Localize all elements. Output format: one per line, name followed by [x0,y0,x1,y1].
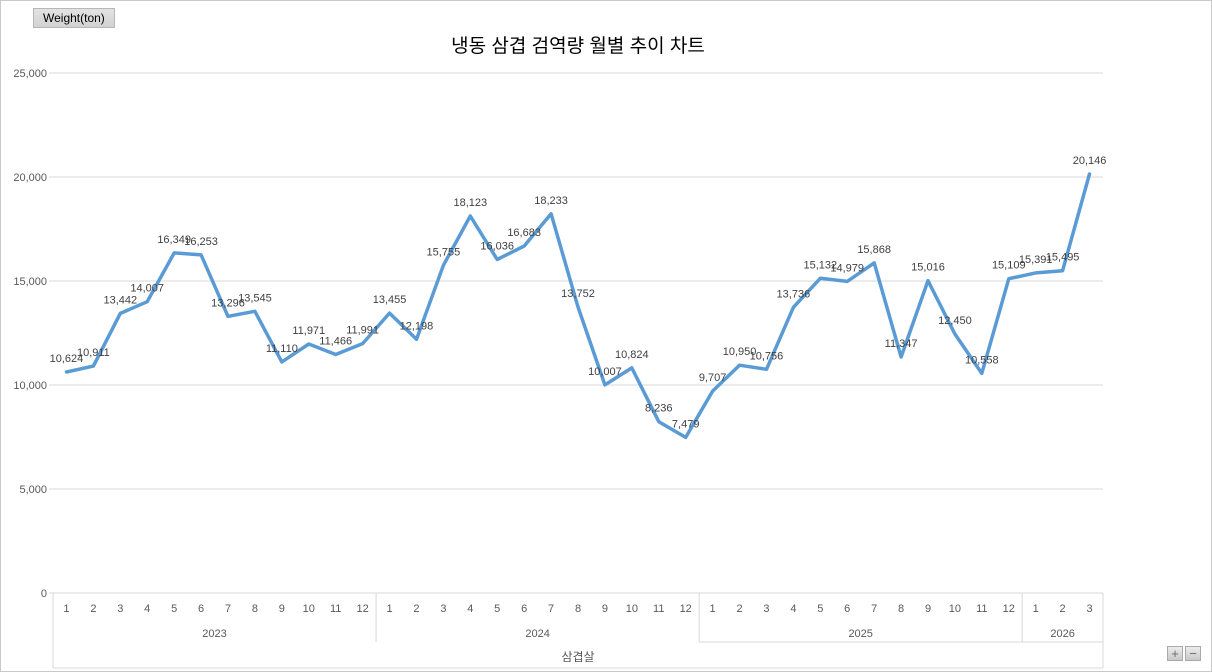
month-tick-label: 12 [356,603,368,615]
month-tick-label: 9 [602,603,608,615]
data-point-label: 15,868 [857,244,891,256]
data-point-label: 15,495 [1046,252,1080,264]
collapse-minus-button[interactable]: − [1185,646,1201,661]
month-tick-label: 9 [279,603,285,615]
data-point-label: 18,123 [453,197,487,209]
month-tick-label: 11 [976,603,987,615]
data-point-label: 13,442 [103,294,137,306]
month-tick-label: 6 [844,603,850,615]
month-tick-label: 5 [171,603,177,615]
data-point-label: 16,349 [157,234,191,246]
data-point-label: 10,624 [50,353,84,365]
data-point-label: 11,466 [319,336,352,348]
x-axis-title: 삼겹살 [561,650,595,664]
y-tick-label: 20,000 [13,172,47,184]
y-tick-label: 10,000 [13,380,47,392]
month-tick-label: 12 [1003,603,1015,615]
data-point-label: 11,991 [346,325,379,337]
month-tick-label: 4 [790,603,796,615]
month-tick-label: 8 [898,603,904,615]
month-tick-label: 5 [817,603,823,615]
month-tick-label: 9 [925,603,931,615]
month-tick-label: 3 [1086,603,1092,615]
data-point-label: 12,198 [400,320,434,332]
data-point-label: 11,110 [266,343,298,355]
data-point-label: 13,296 [211,297,245,309]
month-tick-label: 3 [763,603,769,615]
month-tick-label: 7 [225,603,231,615]
data-point-label: 13,455 [373,294,407,306]
data-point-label: 15,755 [427,246,461,258]
month-tick-label: 7 [548,603,554,615]
data-point-label: 11,971 [292,325,325,337]
month-tick-label: 8 [575,603,581,615]
data-point-label: 15,391 [1019,254,1053,266]
data-point-label: 15,016 [911,262,945,274]
data-point-label: 18,233 [534,195,568,207]
data-point-label: 10,824 [615,349,649,361]
month-tick-label: 11 [330,603,341,615]
data-point-label: 16,253 [184,236,218,248]
y-tick-label: 5,000 [19,484,47,496]
data-point-label: 12,450 [938,315,972,327]
data-point-label: 10,911 [77,347,110,359]
data-point-label: 14,007 [130,283,164,295]
data-point-label: 7,479 [672,418,700,430]
month-tick-label: 2 [736,603,742,615]
y-tick-label: 0 [41,588,47,600]
month-tick-label: 2 [1060,603,1066,615]
month-tick-label: 1 [63,603,69,615]
month-tick-label: 7 [871,603,877,615]
month-tick-label: 1 [1033,603,1039,615]
month-tick-label: 4 [144,603,150,615]
month-tick-label: 6 [198,603,204,615]
data-point-label: 16,036 [480,240,514,252]
data-point-label: 10,756 [750,350,784,362]
year-label: 2023 [202,628,226,640]
month-tick-label: 2 [90,603,96,615]
month-tick-label: 8 [252,603,258,615]
y-tick-label: 25,000 [13,68,47,80]
data-point-label: 11,347 [885,338,918,350]
zoom-controls: + − [1167,646,1201,661]
month-tick-label: 10 [626,603,638,615]
month-tick-label: 1 [710,603,716,615]
data-point-label: 13,736 [777,288,811,300]
year-label: 2025 [848,628,872,640]
month-tick-label: 2 [413,603,419,615]
data-point-label: 15,109 [992,260,1026,272]
data-point-label: 10,558 [965,354,999,366]
data-point-label: 20,146 [1073,155,1107,167]
data-point-label: 16,683 [507,227,541,239]
expand-plus-button[interactable]: + [1167,646,1183,661]
data-point-label: 15,132 [803,259,837,271]
y-tick-label: 15,000 [13,276,47,288]
month-tick-label: 1 [386,603,392,615]
chart-title: 냉동 삼겹 검역량 월별 추이 차트 [451,36,705,57]
trend-line [64,172,1092,440]
data-point-label: 13,752 [561,288,595,300]
year-label: 2024 [525,628,549,640]
data-point-label: 10,007 [588,366,622,378]
month-tick-label: 12 [680,603,692,615]
month-tick-label: 5 [494,603,500,615]
year-label: 2026 [1050,628,1074,640]
month-tick-label: 11 [653,603,664,615]
data-point-label: 9,707 [699,372,727,384]
data-point-label: 10,950 [723,346,757,358]
data-point-label: 14,979 [830,262,864,274]
data-point-label: 13,545 [238,292,272,304]
month-tick-label: 10 [303,603,315,615]
data-point-label: 8,236 [645,403,673,415]
month-tick-label: 3 [117,603,123,615]
weight-field-button[interactable]: Weight(ton) [33,8,115,28]
month-tick-label: 6 [521,603,527,615]
month-tick-label: 4 [467,603,473,615]
month-tick-label: 10 [949,603,961,615]
month-tick-label: 3 [440,603,446,615]
